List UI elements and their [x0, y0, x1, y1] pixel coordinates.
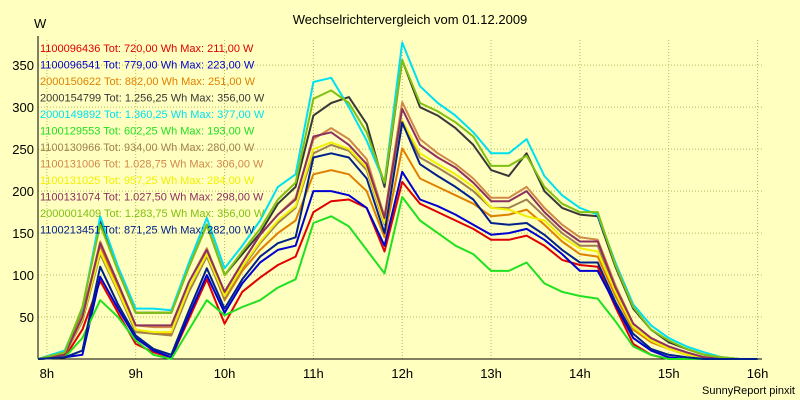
- y-tick-label: 350: [12, 58, 34, 73]
- legend-entry: 1100131025 Tot: 957,25 Wh Max: 284,00 W: [40, 175, 255, 187]
- y-tick-label: 200: [12, 184, 34, 199]
- y-tick-label: 300: [12, 100, 34, 115]
- x-tick-label: 8h: [40, 366, 54, 381]
- legend-entry: 1100131074 Tot: 1.027,50 Wh Max: 298,00 …: [40, 192, 264, 204]
- x-tick-label: 13h: [480, 366, 502, 381]
- legend-entry: 1100129553 Tot: 602,25 Wh Max: 193,00 W: [40, 126, 255, 138]
- series-line-10: [37, 107, 758, 360]
- y-tick-label: 100: [12, 268, 34, 283]
- x-tick-label: 15h: [658, 366, 680, 381]
- legend-entry: 1100096436 Tot: 720,00 Wh Max: 211,00 W: [40, 43, 254, 55]
- x-tick-label: 12h: [391, 366, 413, 381]
- y-tick-label: 150: [12, 226, 34, 241]
- legend-entry: 2000001409 Tot: 1.283,75 Wh Max: 356,00 …: [40, 208, 265, 220]
- footer-credit: SunnyReport pinxit: [702, 385, 795, 397]
- legend-entry: 2000154799 Tot: 1.256,25 Wh Max: 356,00 …: [40, 93, 265, 105]
- legend-entry: 1100131006 Tot: 1.028,75 Wh Max: 306,00 …: [40, 159, 264, 171]
- series-line-6: [37, 196, 758, 360]
- y-tick-label: 50: [20, 310, 34, 325]
- legend-entry: 1100130966 Tot: 934,00 Wh Max: 280,00 W: [40, 142, 255, 154]
- x-tick-label: 16h: [747, 366, 769, 381]
- x-tick-label: 11h: [303, 366, 324, 381]
- x-tick-label: 9h: [128, 366, 142, 381]
- series-line-2: [37, 170, 758, 360]
- legend-entry: 2000149892 Tot: 1.360,25 Wh Max: 377,00 …: [40, 109, 265, 121]
- x-tick-label: 14h: [569, 366, 591, 381]
- legend-entry: 1100213451 Tot: 871,25 Wh Max: 282,00 W: [40, 225, 255, 237]
- plot-area: 50 100 150 200 250 300 350 8h 9h 10h 11h 12h 13h 14h 1…: [12, 36, 768, 381]
- legend-entry: 2000150622 Tot: 882,00 Wh Max: 251,00 W: [40, 76, 256, 88]
- legend: 1100096436 Tot: 720,00 Wh Max: 211,00 W 1…: [40, 43, 265, 237]
- series-line-12: [37, 121, 758, 360]
- x-tick-label: 10h: [214, 366, 236, 381]
- series-line-11: [37, 59, 758, 360]
- series-line-9: [37, 119, 758, 360]
- y-axis-label: W: [34, 16, 47, 31]
- series-line-5: [37, 41, 758, 360]
- series-line-3: [37, 147, 758, 360]
- y-tick-label: 250: [12, 142, 34, 157]
- chart-title: Wechselrichtervergleich vom 01.12.2009: [293, 12, 528, 27]
- legend-entry: 1100096541 Tot: 779,00 Wh Max: 223,00 W: [40, 60, 255, 72]
